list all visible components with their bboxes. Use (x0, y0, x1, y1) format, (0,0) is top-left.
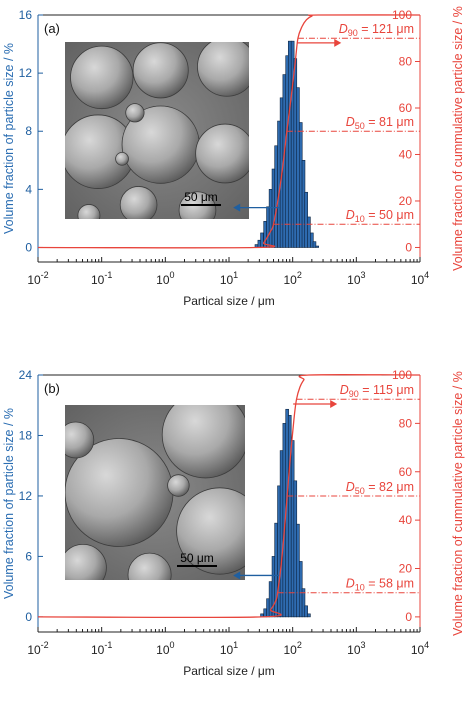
histogram-bar (274, 145, 278, 248)
cumulative-curve (37, 373, 421, 619)
sem-particle (125, 103, 145, 123)
left-y-tick-label: 18 (19, 428, 33, 442)
x-tick-label: 10-2 (27, 270, 48, 287)
right-y-tick-label: 20 (399, 194, 413, 208)
x-tick-label: 103 (347, 270, 365, 287)
sem-particle (195, 123, 249, 184)
histogram-bar (310, 232, 314, 248)
sem-particle (77, 204, 101, 219)
x-tick-label: 10-1 (91, 270, 112, 287)
red-arrow-head (334, 38, 342, 47)
histogram-bar (296, 523, 300, 618)
right-y-tick-label: 0 (405, 610, 412, 624)
left-y-axis-label: Volume fraction of particle size / % (2, 43, 16, 234)
right-y-axis-label: Volume fraction of cummulative particle … (451, 6, 465, 271)
right-y-tick-label: 40 (399, 513, 413, 527)
sem-particles (65, 42, 249, 219)
histogram-bar (301, 588, 306, 618)
sem-particles (65, 405, 245, 580)
histogram-bar (304, 605, 308, 618)
histogram-bar (307, 613, 311, 618)
panel-label: (a) (44, 21, 60, 36)
histogram-bar (263, 608, 267, 618)
sem-particle (70, 45, 134, 110)
panel-label: (b) (44, 381, 60, 396)
chart-panel-a: 10-2 10-1 100 101 102 103 10404812160204060801… (2, 6, 465, 308)
histogram-bar (287, 40, 292, 248)
x-tick-label: 10-1 (91, 640, 112, 657)
x-axis-label: Partical size / μm (183, 294, 275, 308)
right-y-tick-label: 60 (399, 465, 413, 479)
d-value-label: D10 = 50 μm (346, 208, 414, 224)
x-tick-label: 100 (156, 270, 174, 287)
right-y-tick-label: 80 (399, 54, 413, 68)
sem-inset-image: 50 μm (65, 42, 249, 219)
d-value-label: D10 = 58 μm (346, 577, 414, 593)
sem-particle (132, 42, 189, 99)
sem-particle (176, 487, 245, 575)
scale-bar-label: 50 μm (180, 551, 214, 565)
chart-panel-b: 10-2 10-1 100 101 102 103 104 0 6 12 18 24 0 20 40 60 80… (2, 368, 465, 678)
histogram-bar (260, 232, 264, 248)
sem-particle (197, 42, 249, 97)
cumulative-curve (37, 14, 421, 249)
x-tick-label: 10-2 (27, 640, 48, 657)
d-value-label: D50 = 81 μm (346, 115, 414, 131)
x-tick-label: 104 (411, 270, 429, 287)
x-tick-label: 104 (411, 640, 429, 657)
right-y-tick-label: 40 (399, 147, 413, 161)
histogram-bar (315, 245, 319, 248)
right-y-tick-label: 80 (399, 416, 413, 430)
x-tick-label: 101 (220, 270, 238, 287)
x-tick-label: 102 (283, 640, 301, 657)
histogram-bar (268, 189, 273, 248)
histogram-bar (312, 241, 317, 248)
sem-particle (65, 543, 107, 580)
histogram-bar (307, 216, 311, 248)
x-axis-label: Partical size / μm (183, 664, 275, 678)
x-tick-label: 100 (156, 640, 174, 657)
sem-particle (161, 405, 245, 479)
left-y-tick-label: 6 (25, 549, 32, 563)
left-y-tick-label: 4 (25, 182, 32, 196)
right-y-tick-label: 20 (399, 562, 413, 576)
left-y-tick-label: 12 (19, 489, 33, 503)
sem-particle (65, 421, 95, 459)
red-arrow-head (330, 400, 338, 409)
sem-particle (115, 151, 129, 166)
right-y-axis-label: Volume fraction of cummulative particle … (451, 371, 465, 636)
d-value-label: D90 = 115 μm (340, 383, 414, 399)
x-tick-label: 103 (347, 640, 365, 657)
sem-particle (119, 186, 158, 219)
left-y-tick-label: 12 (19, 66, 33, 80)
scale-bar-label: 50 μm (184, 190, 218, 204)
left-y-tick-label: 8 (25, 124, 32, 138)
right-y-tick-label: 60 (399, 101, 413, 115)
left-y-tick-label: 16 (19, 8, 33, 22)
left-y-axis-label: Volume fraction of particle size / % (2, 408, 16, 599)
left-y-tick-label: 0 (25, 610, 32, 624)
sem-inset-image: 50 μm (65, 405, 245, 580)
sem-particle (167, 474, 190, 497)
blue-arrow-head (233, 203, 241, 212)
right-y-tick-label: 0 (405, 240, 412, 254)
d-value-label: D90 = 121 μm (339, 22, 414, 38)
blue-arrow-head (233, 571, 241, 580)
histogram-bar (296, 87, 300, 248)
x-tick-label: 102 (283, 270, 301, 287)
sem-particle (127, 552, 172, 580)
d-value-label: D50 = 82 μm (346, 480, 414, 496)
left-y-tick-label: 24 (19, 368, 33, 382)
left-y-tick-label: 0 (25, 240, 32, 254)
x-tick-label: 101 (220, 640, 238, 657)
